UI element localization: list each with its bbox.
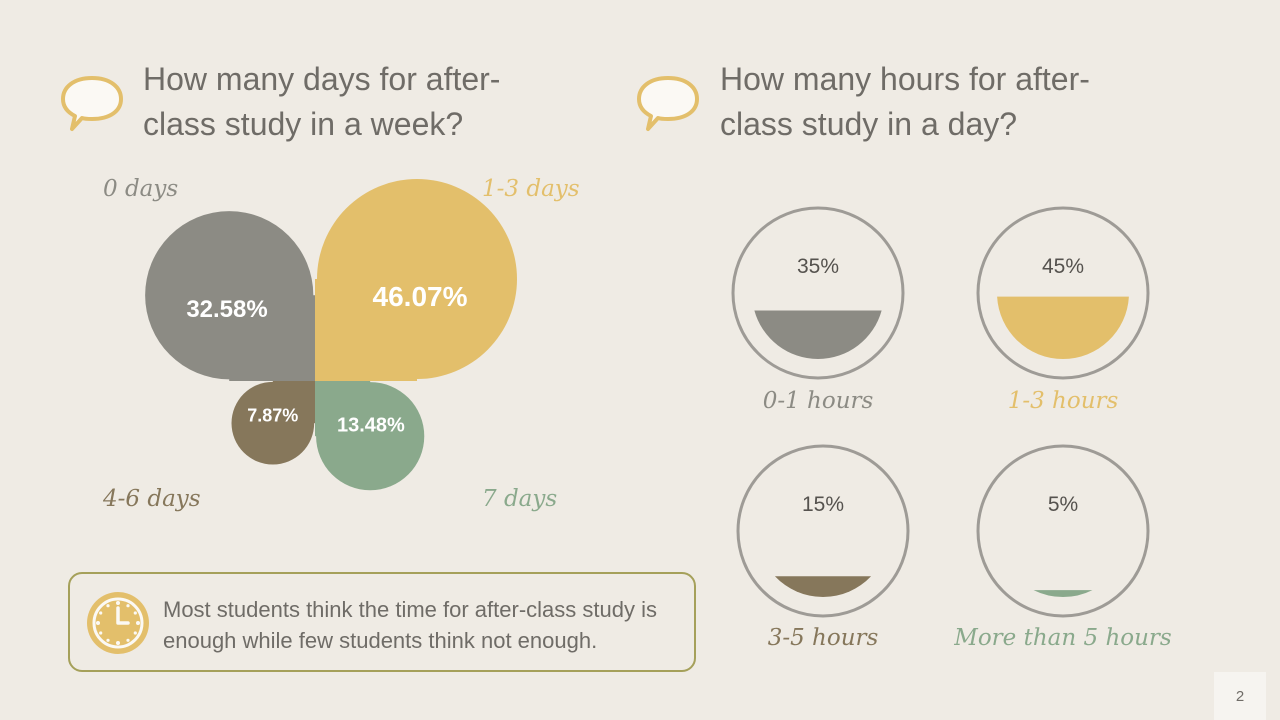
petal-1	[145, 211, 315, 381]
speech-bubble-icon	[61, 76, 123, 131]
gauge-category-label: More than 5 hours	[954, 625, 1172, 651]
gauge-category-label: 3-5 hours	[767, 625, 879, 651]
gauge-3	[736, 444, 910, 618]
summary-note-text: Most students think the time for after-c…	[163, 597, 657, 653]
petal-category-label: 7 days	[482, 486, 558, 512]
gauge-value-label: 35%	[796, 255, 840, 278]
gauge-category-label: 0-1 hours	[762, 388, 874, 414]
speech-bubble-icon	[637, 76, 699, 131]
gauge-value-label: 15%	[801, 493, 845, 516]
petal-value-label: 13.48%	[336, 414, 405, 437]
petal-value-label: 32.58%	[186, 296, 268, 324]
petal-category-label: 0 days	[103, 176, 179, 202]
gauge-value-label: 45%	[1041, 255, 1085, 278]
clock-icon	[87, 592, 149, 654]
left-chart-title: How many days for after- class study in …	[143, 61, 501, 142]
petal-value-label: 46.07%	[372, 281, 468, 312]
petal-category-label: 1-3 days	[482, 176, 580, 202]
summary-note-box	[68, 572, 696, 672]
page-number: 2	[1214, 672, 1266, 720]
petal-category-label: 4-6 days	[103, 486, 201, 512]
petal-value-label: 7.87%	[247, 405, 299, 426]
gauge-4	[976, 444, 1150, 618]
petal-4	[315, 381, 425, 491]
gauge-2	[976, 206, 1150, 380]
right-chart-title: How many hours for after- class study in…	[720, 61, 1090, 142]
petal-3	[231, 381, 315, 465]
gauge-1	[731, 206, 905, 380]
gauge-category-label: 1-3 hours	[1007, 388, 1119, 414]
petal-2	[315, 179, 517, 381]
days-petal-chart	[145, 179, 517, 491]
gauge-value-label: 5%	[1047, 493, 1079, 516]
